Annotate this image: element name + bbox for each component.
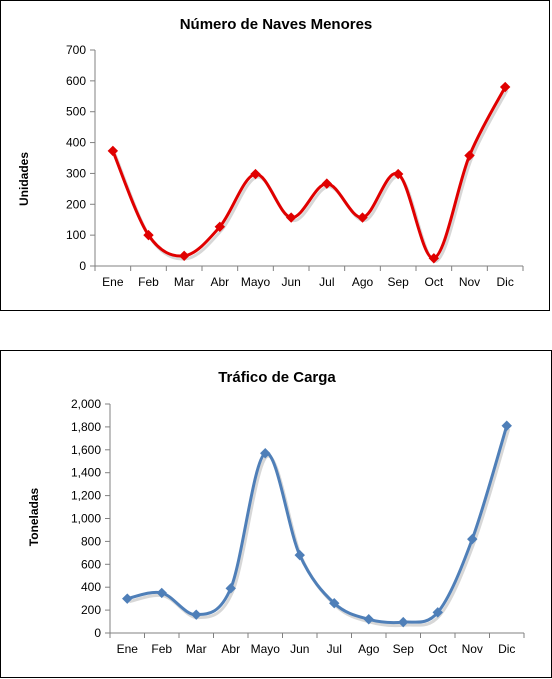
data-point-marker [122, 593, 133, 604]
chart-title: Tráfico de Carga [218, 369, 336, 386]
data-point-marker [143, 229, 154, 241]
y-tick-label: 400 [81, 580, 101, 594]
y-tick-label: 600 [81, 557, 101, 571]
y-tick-label: 300 [66, 166, 86, 180]
x-tick-label: Nov [462, 642, 483, 656]
x-tick-label: Nov [459, 275, 480, 289]
data-point-marker [214, 221, 226, 233]
data-point-marker [225, 583, 236, 594]
y-tick-label: 0 [94, 626, 101, 640]
y-tick-label: 1,400 [71, 466, 101, 480]
x-tick-label: Sep [387, 275, 409, 289]
y-tick-label: 200 [66, 197, 86, 211]
x-tick-label: Abr [210, 275, 229, 289]
data-point-marker [191, 609, 202, 620]
y-tick-label: 500 [66, 105, 86, 119]
series-line-shadow [128, 428, 511, 628]
x-tick-label: Ene [117, 642, 139, 656]
x-tick-label: Feb [151, 642, 172, 656]
y-tick-label: 800 [81, 534, 101, 548]
x-tick-label: Jun [290, 642, 309, 656]
y-tick-label: 1,000 [71, 512, 101, 526]
y-tick-label: 200 [81, 603, 101, 617]
y-tick-label: 0 [79, 259, 86, 273]
x-tick-label: Jul [319, 275, 334, 289]
data-point-marker [250, 168, 261, 180]
data-point-marker [260, 448, 271, 459]
x-tick-label: Oct [428, 642, 447, 656]
y-tick-label: 1,600 [71, 443, 101, 457]
x-tick-label: Jun [281, 275, 300, 289]
data-point-marker [178, 250, 190, 262]
chart-naves-menores: Número de Naves Menores Unidades 0 100 200… [0, 0, 550, 311]
data-point-marker [107, 145, 119, 157]
x-tick-label: Ene [102, 275, 124, 289]
y-tick-label: 100 [66, 228, 86, 242]
x-tick-label: Mayo [241, 275, 271, 289]
chart-trafico-carga-plot: Tráfico de Carga Toneladas 0 200 400 600 800… [27, 369, 525, 656]
y-tick-label: 700 [66, 43, 86, 57]
series-line-shadow [113, 89, 509, 263]
x-tick-label: Abr [221, 642, 240, 656]
x-tick-label: Oct [424, 275, 443, 289]
data-point-marker [392, 168, 404, 180]
data-point-marker [398, 616, 409, 628]
y-axis-label: Toneladas [27, 487, 41, 546]
data-point-marker [428, 253, 440, 264]
data-point-marker [285, 212, 297, 223]
x-tick-label: Mar [174, 275, 195, 289]
series-line [111, 86, 507, 260]
y-tick-label: 1,800 [71, 420, 101, 434]
x-tick-label: Feb [138, 275, 159, 289]
data-point-marker [464, 150, 475, 161]
data-point-marker [321, 178, 333, 189]
x-tick-label: Dic [496, 275, 513, 289]
chart-title: Número de Naves Menores [180, 16, 373, 33]
x-tick-label: Dic [498, 642, 515, 656]
x-tick-label: Mar [186, 642, 207, 656]
x-tick-label: Jul [327, 642, 342, 656]
y-axis-label: Unidades [17, 152, 31, 206]
chart-trafico-carga: Tráfico de Carga Toneladas 0 200 400 600 800… [0, 350, 552, 678]
data-point-marker [363, 614, 374, 625]
chart-naves-menores-plot: Número de Naves Menores Unidades 0 100 200… [17, 16, 524, 289]
y-tick-label: 1,200 [71, 489, 101, 503]
x-tick-label: Ago [358, 642, 380, 656]
y-tick-label: 2,000 [71, 397, 101, 411]
x-tick-label: Sep [393, 642, 415, 656]
data-point-marker [467, 533, 478, 545]
data-point-marker [432, 607, 443, 618]
series-line [126, 425, 509, 625]
x-tick-label: Ago [352, 275, 374, 289]
data-point-marker [329, 598, 340, 609]
data-point-marker [357, 212, 368, 223]
y-tick-label: 600 [66, 74, 86, 88]
data-point-marker [501, 420, 512, 431]
y-tick-label: 400 [66, 136, 86, 150]
x-tick-label: Mayo [251, 642, 281, 656]
data-point-marker [499, 81, 511, 93]
data-point-marker [294, 549, 305, 561]
data-point-marker [156, 587, 167, 599]
